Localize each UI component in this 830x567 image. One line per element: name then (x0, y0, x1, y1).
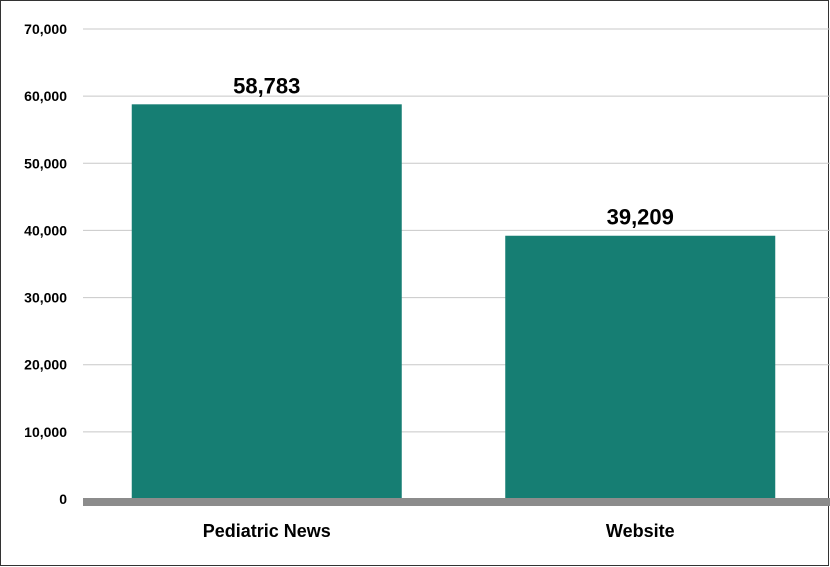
x-axis-tick-labels: Pediatric News Website (203, 521, 675, 541)
x-axis-baseline (83, 498, 830, 506)
x-tick-label: Pediatric News (203, 521, 331, 541)
y-tick-label: 20,000 (24, 357, 67, 373)
y-tick-label: 40,000 (24, 222, 67, 238)
bars (131, 104, 776, 500)
data-labels: 58,783 39,209 (233, 73, 674, 229)
x-tick-label: Website (606, 521, 675, 541)
y-axis-tick-labels: 0 10,000 20,000 30,000 40,000 50,000 60,000 70,… (24, 21, 67, 507)
baseline (83, 498, 830, 506)
data-label: 58,783 (233, 73, 300, 98)
y-tick-label: 50,000 (24, 155, 67, 171)
data-label: 39,209 (607, 205, 674, 230)
y-tick-label: 10,000 (24, 424, 67, 440)
bar (505, 235, 776, 500)
bar (131, 104, 402, 499)
y-tick-label: 70,000 (24, 21, 67, 37)
y-tick-label: 0 (59, 491, 67, 507)
y-tick-label: 30,000 (24, 290, 67, 306)
y-tick-label: 60,000 (24, 88, 67, 104)
